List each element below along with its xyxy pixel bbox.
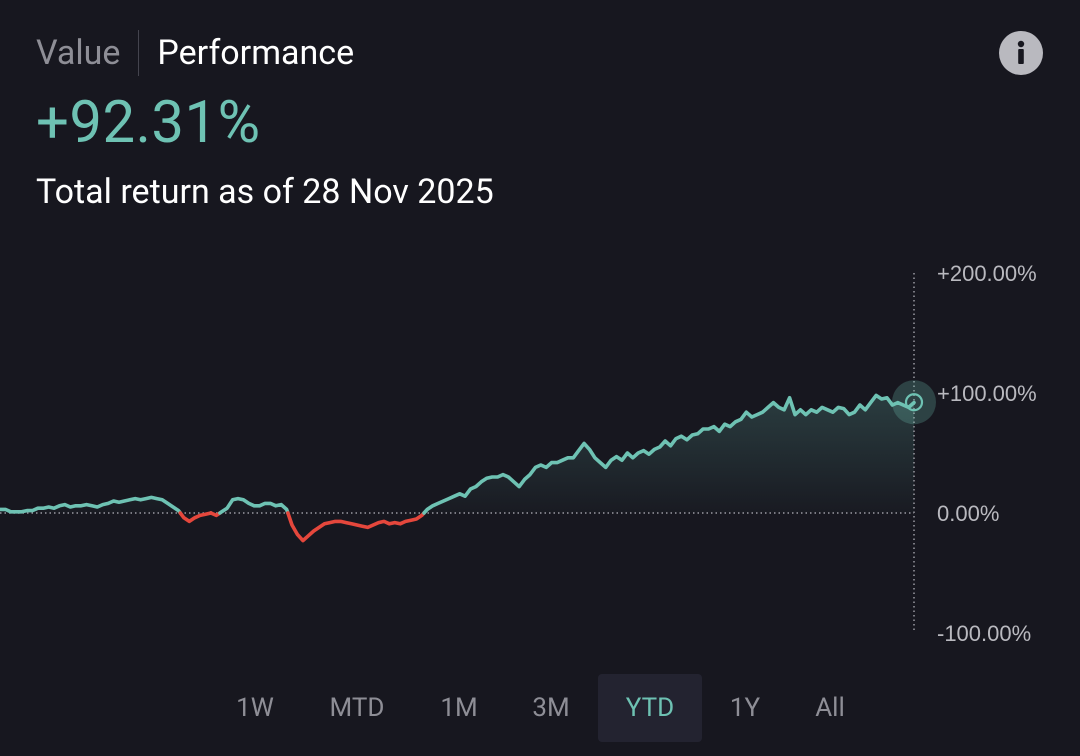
range-button-mtd[interactable]: MTD bbox=[329, 693, 385, 723]
series-line-positive bbox=[218, 496, 290, 515]
total-return-caption: Total return as of 28 Nov 2025 bbox=[36, 172, 494, 212]
y-tick-label: +200.00% bbox=[937, 261, 1037, 286]
y-tick-label: +100.00% bbox=[937, 381, 1037, 406]
tab-divider bbox=[138, 30, 140, 76]
y-tick-label: 0.00% bbox=[937, 501, 999, 526]
range-button-all[interactable]: All bbox=[815, 693, 845, 723]
range-button-ytd[interactable]: YTD bbox=[598, 674, 702, 742]
range-button-1w[interactable]: 1W bbox=[236, 693, 274, 723]
range-button-3m[interactable]: 3M bbox=[532, 693, 570, 723]
view-toggle: Value Performance bbox=[36, 30, 354, 76]
end-point-halo bbox=[892, 380, 936, 425]
end-point-marker bbox=[904, 393, 924, 412]
range-selector: 1W MTD 1M 3M YTD 1Y All bbox=[0, 674, 1080, 742]
range-button-1y[interactable]: 1Y bbox=[729, 693, 761, 723]
tab-performance[interactable]: Performance bbox=[157, 33, 355, 73]
series-line-positive bbox=[422, 393, 916, 515]
tab-value[interactable]: Value bbox=[36, 33, 121, 73]
total-return-value: +92.31% bbox=[36, 89, 261, 157]
performance-chart: +200.00% +100.00% 0.00% -100.00% bbox=[0, 261, 1037, 646]
info-icon bbox=[1017, 40, 1025, 64]
series-line-negative bbox=[178, 511, 213, 524]
range-button-1m[interactable]: 1M bbox=[440, 693, 478, 723]
series-line-positive bbox=[0, 495, 183, 515]
info-button[interactable] bbox=[999, 31, 1043, 75]
y-tick-label: -100.00% bbox=[937, 621, 1031, 646]
series-line-negative bbox=[286, 511, 426, 543]
area-fill bbox=[0, 395, 914, 513]
